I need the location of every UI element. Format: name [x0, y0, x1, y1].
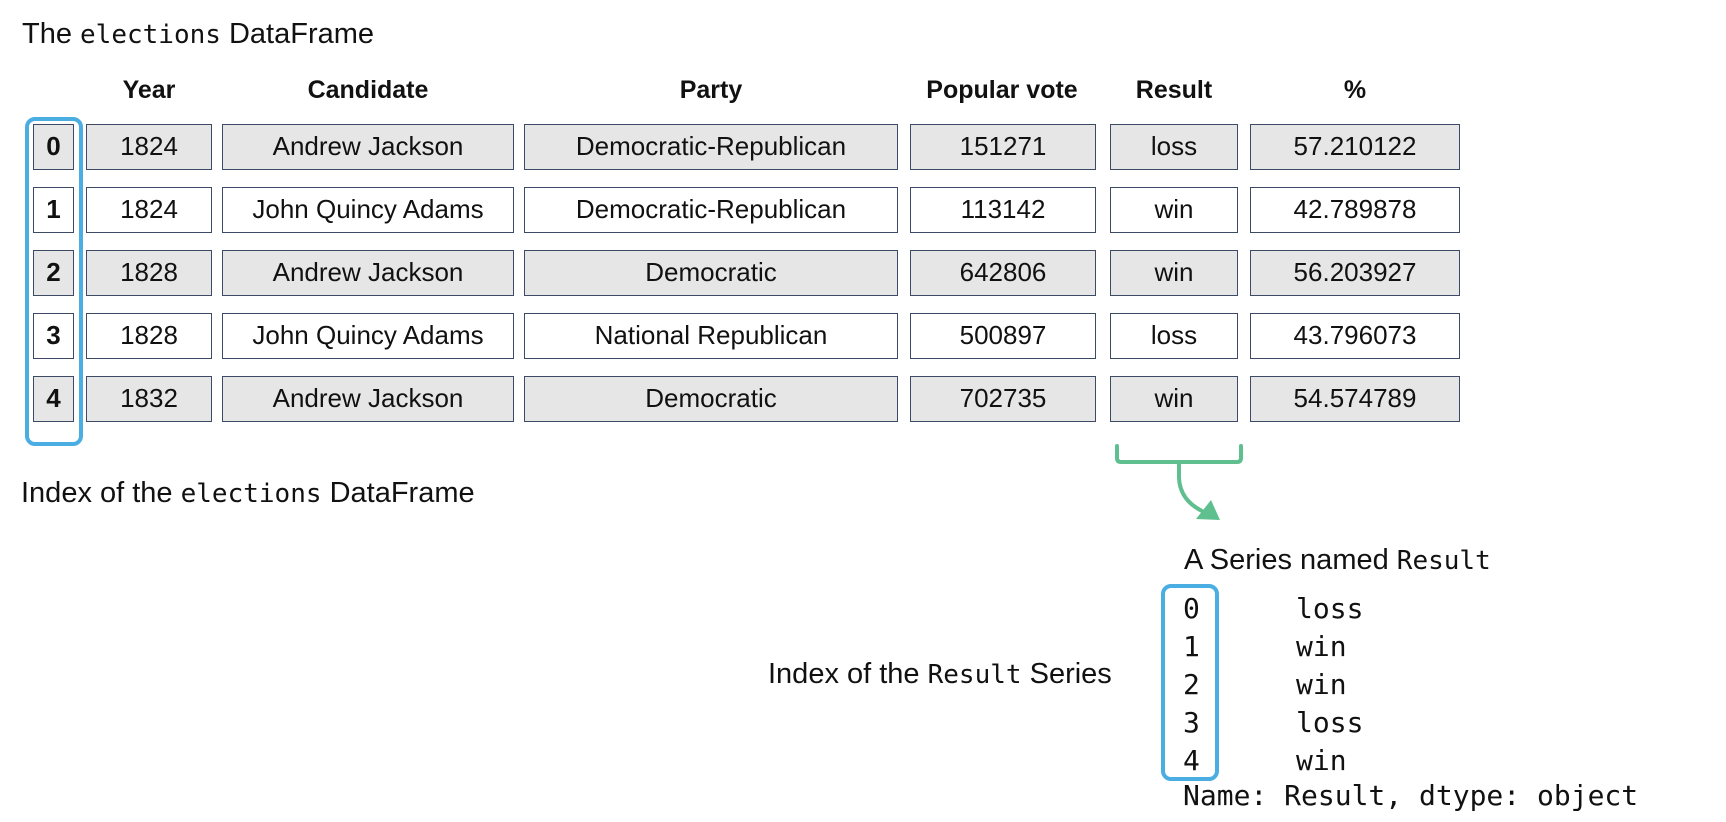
series-index-label: Index of the Result Series: [768, 658, 1112, 690]
cell-year: 1824: [86, 187, 212, 233]
dataframe-title: The elections DataFrame: [22, 18, 375, 50]
cell-candidate: John Quincy Adams: [222, 187, 514, 233]
cell-percent: 43.796073: [1250, 313, 1460, 359]
cell-percent: 54.574789: [1250, 376, 1460, 422]
cell-popular-vote: 151271: [910, 124, 1096, 170]
series-title: A Series named Result: [1184, 544, 1491, 576]
row-index-3: 3: [33, 313, 74, 359]
cell-candidate: Andrew Jackson: [222, 376, 514, 422]
series-index-1: 1: [1183, 630, 1200, 663]
cell-popular-vote: 500897: [910, 313, 1096, 359]
row-index-1: 1: [33, 187, 74, 233]
cell-party: Democratic: [524, 376, 898, 422]
cell-percent: 42.789878: [1250, 187, 1460, 233]
cell-result: win: [1110, 376, 1238, 422]
cell-result: loss: [1110, 124, 1238, 170]
series-index-highlight: [1161, 584, 1219, 781]
dataframe-index-highlight: [25, 117, 83, 446]
column-header-popular-vote: Popular vote: [926, 76, 1078, 104]
column-header-candidate: Candidate: [307, 76, 429, 104]
cell-year: 1828: [86, 313, 212, 359]
series-value-1: win: [1296, 630, 1347, 663]
series-index-0: 0: [1183, 592, 1200, 625]
series-value-0: loss: [1296, 592, 1364, 625]
cell-candidate: Andrew Jackson: [222, 124, 514, 170]
cell-percent: 57.210122: [1250, 124, 1460, 170]
cell-candidate: Andrew Jackson: [222, 250, 514, 296]
dataframe-index-label: Index of the elections DataFrame: [21, 477, 475, 509]
series-value-3: loss: [1296, 706, 1364, 739]
cell-percent: 56.203927: [1250, 250, 1460, 296]
series-index-4: 4: [1183, 744, 1200, 777]
cell-result: win: [1110, 187, 1238, 233]
cell-popular-vote: 702735: [910, 376, 1096, 422]
column-header-result: Result: [1135, 76, 1213, 104]
cell-popular-vote: 642806: [910, 250, 1096, 296]
series-index-3: 3: [1183, 706, 1200, 739]
column-header-year: Year: [122, 76, 176, 104]
cell-party: National Republican: [524, 313, 898, 359]
cell-year: 1832: [86, 376, 212, 422]
cell-result: win: [1110, 250, 1238, 296]
series-value-2: win: [1296, 668, 1347, 701]
series-footer: Name: Result, dtype: object: [1183, 779, 1639, 812]
row-index-2: 2: [33, 250, 74, 296]
cell-party: Democratic-Republican: [524, 187, 898, 233]
cell-year: 1828: [86, 250, 212, 296]
row-index-0: 0: [33, 124, 74, 170]
cell-result: loss: [1110, 313, 1238, 359]
series-index-2: 2: [1183, 668, 1200, 701]
cell-party: Democratic-Republican: [524, 124, 898, 170]
column-header-percent: %: [1343, 76, 1367, 104]
cell-candidate: John Quincy Adams: [222, 313, 514, 359]
cell-year: 1824: [86, 124, 212, 170]
row-index-4: 4: [33, 376, 74, 422]
cell-popular-vote: 113142: [910, 187, 1096, 233]
column-header-party: Party: [679, 76, 743, 104]
cell-party: Democratic: [524, 250, 898, 296]
series-value-4: win: [1296, 744, 1347, 777]
